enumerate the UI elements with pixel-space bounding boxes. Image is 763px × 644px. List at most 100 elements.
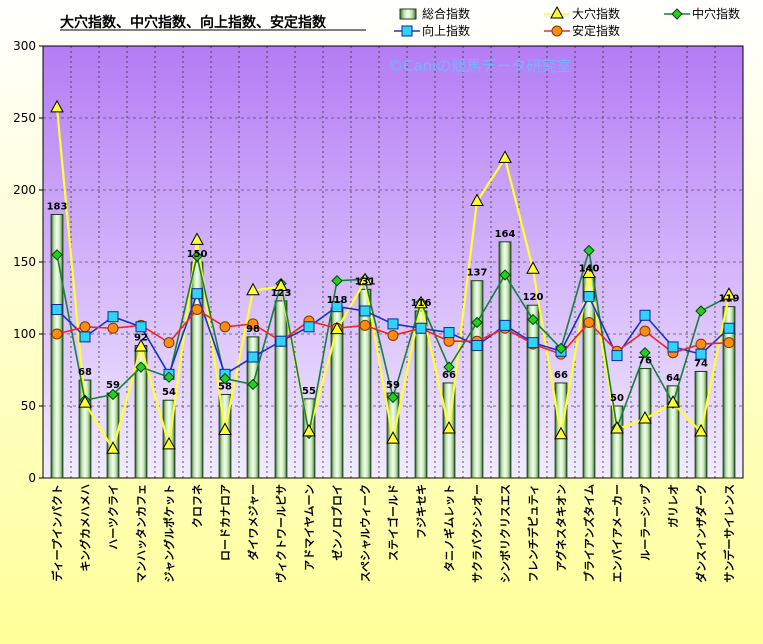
marker-circle <box>51 328 63 340</box>
x-category-label: スペシャルウィーク <box>359 484 372 582</box>
bar-value-label: 66 <box>442 370 456 381</box>
marker-square <box>275 335 287 347</box>
marker-triangle <box>330 321 344 335</box>
x-category-label: ルーラーシップ <box>638 483 652 561</box>
y-tick-label: 250 <box>13 111 36 125</box>
x-category-label: ステイゴールド <box>386 484 400 561</box>
bar-value-label: 92 <box>134 333 148 344</box>
x-category-label: ロードカナロア <box>219 484 232 561</box>
bar-value-label: 183 <box>47 201 68 212</box>
marker-triangle <box>414 295 428 309</box>
marker-square <box>247 351 259 363</box>
y-tick-label: 150 <box>13 255 36 269</box>
marker-triangle <box>134 338 148 352</box>
marker-triangle <box>78 395 92 408</box>
marker-triangle <box>302 423 316 437</box>
x-category-label: アドマイヤムーン <box>303 484 316 571</box>
bar-value-label: 59 <box>386 380 400 391</box>
marker-diamond <box>163 371 175 383</box>
marker-square <box>51 304 63 316</box>
x-category-label: ジャングルポケット <box>162 484 176 582</box>
marker-triangle <box>50 99 64 113</box>
y-tick-label: 50 <box>21 399 36 413</box>
marker-triangle <box>582 265 596 279</box>
marker-circle <box>107 322 119 334</box>
legend-label: 向上指数 <box>422 23 470 38</box>
marker-circle <box>163 337 175 349</box>
marker-square <box>135 321 147 333</box>
legend-label: 安定指数 <box>572 23 620 38</box>
marker-diamond <box>247 378 259 391</box>
y-tick-label: 300 <box>13 39 36 53</box>
x-category-label: ハーツクライ <box>107 484 120 550</box>
marker-square <box>359 305 371 317</box>
marker-diamond <box>387 391 399 404</box>
bar-value-label: 131 <box>355 276 376 287</box>
marker-circle <box>723 337 735 349</box>
marker-triangle <box>554 426 568 440</box>
marker-square <box>611 350 623 362</box>
marker-square <box>499 319 511 331</box>
x-category-label: サンデーサイレンス <box>722 484 736 583</box>
marker-triangle <box>274 278 288 291</box>
bar <box>358 288 372 479</box>
marker-diamond <box>555 342 567 355</box>
marker-circle <box>583 316 595 328</box>
bar-value-label: 120 <box>523 292 544 303</box>
marker-circle <box>79 321 91 333</box>
marker-square <box>639 309 651 321</box>
bar-value-label: 66 <box>554 370 568 381</box>
bar <box>414 310 428 479</box>
marker-triangle <box>694 423 708 437</box>
marker-diamond <box>695 305 707 317</box>
legend-label: 総合指数 <box>422 6 470 21</box>
bar <box>50 213 64 479</box>
marker-square <box>527 337 539 349</box>
x-category-label: キングカメハメハ <box>78 484 92 572</box>
bar <box>498 241 512 479</box>
x-category-label: タニノギムレット <box>442 484 456 572</box>
marker-circle <box>191 304 203 316</box>
bar-value-label: 164 <box>495 229 516 240</box>
bar <box>78 379 92 479</box>
x-category-label: ディープインパクト <box>50 484 64 582</box>
marker-triangle <box>610 420 624 434</box>
marker-diamond <box>499 269 511 281</box>
legend-label: 大穴指数 <box>572 6 620 21</box>
marker-circle <box>387 329 399 341</box>
marker-square <box>331 301 343 313</box>
marker-diamond <box>107 388 119 401</box>
bar-value-label: 64 <box>666 373 680 384</box>
x-category-label: エンパイアメーカー <box>611 484 624 582</box>
bar-value-label: 68 <box>78 367 92 378</box>
marker-triangle <box>526 261 540 274</box>
marker-circle <box>219 321 231 333</box>
bar-value-label: 150 <box>187 249 208 260</box>
marker-triangle <box>358 272 372 286</box>
bar-value-label: 98 <box>246 324 260 335</box>
marker-diamond <box>191 250 203 262</box>
marker-square <box>387 318 399 330</box>
marker-triangle <box>550 5 564 19</box>
x-category-label: クロフネ <box>191 484 204 528</box>
marker-circle <box>359 319 371 331</box>
marker-circle <box>695 338 707 350</box>
marker-diamond <box>443 361 455 373</box>
bar <box>246 336 260 479</box>
bar-value-label: 74 <box>694 358 708 369</box>
marker-triangle <box>190 232 204 245</box>
x-category-label: ゼンノロブロイ <box>330 484 344 560</box>
x-category-label: ブライアンズタイム <box>582 484 596 582</box>
marker-diamond <box>51 249 63 261</box>
bar <box>190 261 204 479</box>
marker-diamond <box>471 316 483 329</box>
bar-value-label: 50 <box>610 393 624 404</box>
marker-square <box>695 348 707 360</box>
x-category-label: ダイワメジャー <box>246 484 260 560</box>
legend-label: 中穴指数 <box>692 6 740 21</box>
marker-triangle <box>246 282 260 296</box>
bar-value-label: 119 <box>719 294 740 305</box>
marker-square <box>401 25 413 37</box>
marker-triangle <box>218 422 232 435</box>
marker-diamond <box>639 347 651 359</box>
